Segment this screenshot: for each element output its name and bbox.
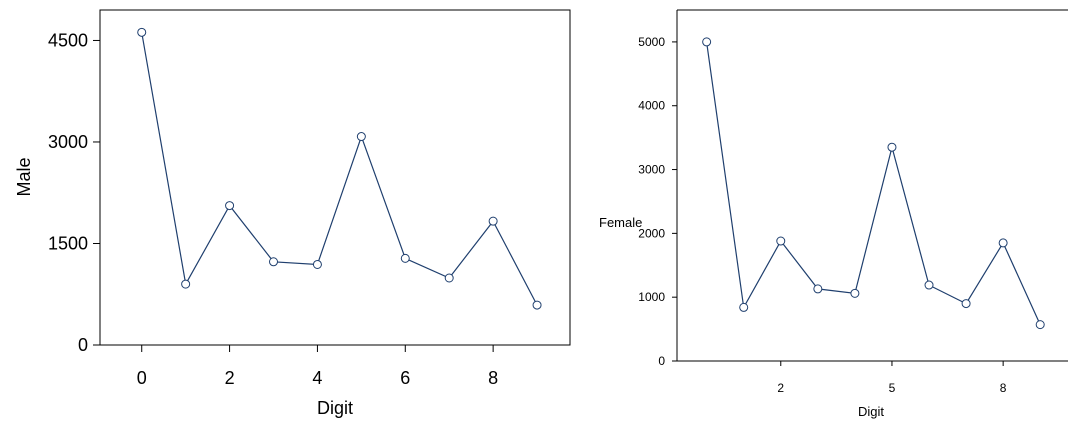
male-x-tick-label: 0 bbox=[137, 368, 147, 388]
female-chart: 2 5 8 0 1000 2000 3000 4000 5000 Digit Female bbox=[599, 9, 1068, 419]
female-x-tick-label: 8 bbox=[1000, 381, 1007, 395]
female-data-point bbox=[924, 280, 934, 290]
female-data-point bbox=[850, 288, 860, 298]
female-y-tick-label: 1000 bbox=[638, 290, 665, 304]
male-data-point bbox=[137, 27, 147, 37]
female-y-axis: 0 1000 2000 3000 4000 5000 bbox=[638, 35, 677, 368]
male-data-point bbox=[356, 132, 366, 142]
female-x-axis: 2 5 8 bbox=[777, 361, 1007, 395]
female-data-point bbox=[776, 236, 786, 246]
female-data-point bbox=[961, 299, 971, 309]
female-series-line bbox=[706, 41, 1041, 325]
male-y-tick-label: 0 bbox=[78, 335, 88, 355]
female-data-point bbox=[998, 238, 1008, 248]
female-y-tick-label: 5000 bbox=[638, 35, 665, 49]
female-y-tick-label: 0 bbox=[658, 354, 665, 368]
male-y-tick-label: 3000 bbox=[48, 132, 88, 152]
male-x-tick-label: 6 bbox=[400, 368, 410, 388]
female-data-point bbox=[887, 142, 897, 152]
male-series-line bbox=[141, 32, 538, 306]
male-x-tick-label: 4 bbox=[312, 368, 322, 388]
female-x-tick-label: 5 bbox=[889, 381, 896, 395]
male-data-point bbox=[181, 279, 191, 289]
male-plot-frame bbox=[99, 9, 571, 346]
male-x-tick-label: 8 bbox=[488, 368, 498, 388]
female-data-point bbox=[1035, 320, 1045, 330]
male-data-point bbox=[312, 259, 322, 269]
female-x-axis-label: Digit bbox=[858, 404, 884, 419]
male-y-axis-label: Male bbox=[14, 157, 34, 196]
female-series bbox=[702, 37, 1045, 330]
male-chart: 0 2 4 6 8 0 1500 3000 4500 Digit Male bbox=[14, 9, 571, 418]
male-y-tick-label: 4500 bbox=[48, 30, 88, 50]
male-series bbox=[137, 27, 542, 310]
male-x-tick-label: 2 bbox=[225, 368, 235, 388]
male-data-point bbox=[269, 257, 279, 267]
female-y-tick-label: 2000 bbox=[638, 226, 665, 240]
male-data-point bbox=[488, 216, 498, 226]
female-y-tick-label: 4000 bbox=[638, 99, 665, 113]
male-data-point bbox=[225, 201, 235, 211]
female-data-point bbox=[702, 37, 712, 47]
male-x-axis-label: Digit bbox=[317, 398, 353, 418]
female-y-axis-label: Female bbox=[599, 215, 642, 230]
male-y-tick-label: 1500 bbox=[48, 233, 88, 253]
female-y-tick-label: 3000 bbox=[638, 163, 665, 177]
male-data-point bbox=[444, 273, 454, 283]
female-data-point bbox=[813, 284, 823, 294]
male-x-axis: 0 2 4 6 8 bbox=[137, 345, 498, 388]
male-data-point bbox=[400, 253, 410, 263]
female-data-point bbox=[739, 302, 749, 312]
female-x-tick-label: 2 bbox=[777, 381, 784, 395]
male-y-axis: 0 1500 3000 4500 bbox=[48, 30, 100, 355]
male-data-point bbox=[532, 300, 542, 310]
